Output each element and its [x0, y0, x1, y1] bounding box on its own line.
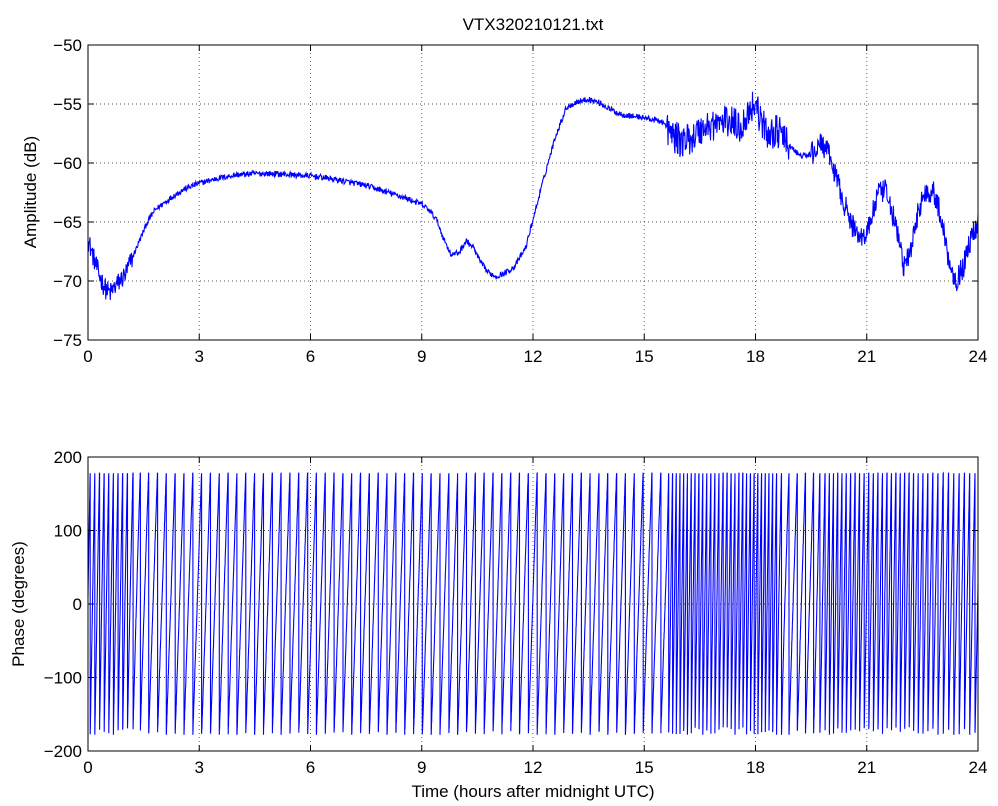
x-tick-label: 18 — [746, 758, 765, 777]
x-tick-label: 9 — [417, 347, 426, 366]
y-tick-label: −50 — [53, 36, 82, 55]
x-tick-label: 9 — [417, 758, 426, 777]
x-tick-label: 18 — [746, 347, 765, 366]
y-tick-label: −70 — [53, 272, 82, 291]
x-tick-label: 12 — [524, 758, 543, 777]
amplitude-line — [87, 91, 979, 301]
x-tick-label: 6 — [306, 758, 315, 777]
amplitude-series — [87, 91, 979, 301]
x-tick-label: 24 — [969, 758, 988, 777]
x-tick-label: 3 — [195, 347, 204, 366]
x-tick-label: 6 — [306, 347, 315, 366]
x-tick-label: 24 — [969, 347, 988, 366]
y-tick-label: −55 — [53, 95, 82, 114]
x-tick-label: 21 — [857, 758, 876, 777]
amplitude-axes-frame — [87, 44, 979, 341]
x-tick-label: 0 — [83, 758, 92, 777]
y-tick-label: 0 — [73, 595, 82, 614]
y-tick-label: −100 — [44, 669, 82, 688]
phase-ticks: 0 3 6 9 12 15 18 21 24 −200 −100 0 100 200 — [44, 448, 988, 777]
phase-axes-frame — [87, 456, 979, 752]
x-tick-label: 15 — [635, 758, 654, 777]
phase-line — [87, 471, 979, 735]
amplitude-ticks: 0 3 6 9 12 15 18 21 24 −75 −70 −65 −60 −55 −50 — [53, 36, 987, 366]
y-tick-label: −200 — [44, 742, 82, 761]
x-tick-label: 3 — [195, 758, 204, 777]
y-tick-label: 100 — [54, 522, 82, 541]
y-tick-label: −65 — [53, 213, 82, 232]
x-tick-label: 21 — [857, 347, 876, 366]
x-tick-label: 0 — [83, 347, 92, 366]
phase-plot: 0 3 6 9 12 15 18 21 24 −200 −100 0 100 200 Phase (deg… — [9, 448, 987, 801]
x-tick-label: 12 — [524, 347, 543, 366]
phase-xlabel: Time (hours after midnight UTC) — [411, 782, 654, 801]
y-tick-label: 200 — [54, 448, 82, 467]
x-tick-label: 15 — [635, 347, 654, 366]
amplitude-plot: VTX320210121.txt 0 3 6 9 12 15 18 21 24 −75 −70 −65… — [21, 15, 987, 366]
y-tick-label: −75 — [53, 331, 82, 350]
phase-series — [87, 471, 979, 735]
phase-ylabel: Phase (degrees) — [9, 541, 28, 667]
amplitude-ylabel: Amplitude (dB) — [21, 136, 40, 248]
y-tick-label: −60 — [53, 154, 82, 173]
chart-title: VTX320210121.txt — [463, 15, 604, 34]
amplitude-grid — [88, 45, 978, 340]
